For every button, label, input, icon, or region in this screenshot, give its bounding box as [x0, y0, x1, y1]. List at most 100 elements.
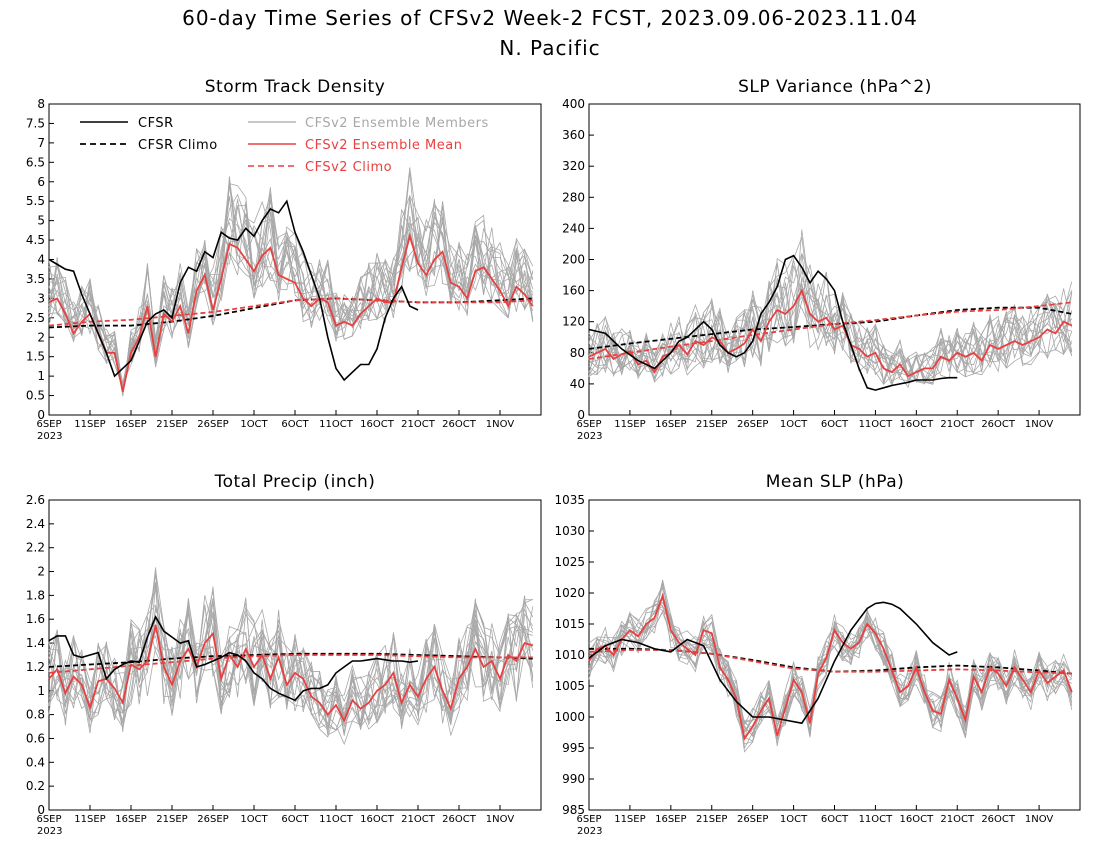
x-tick-label: 21OCT [401, 814, 436, 825]
x-tick-label: 26OCT [442, 814, 477, 825]
x-year-label: 2023 [577, 826, 602, 837]
x-tick-label: 11SEP [614, 814, 645, 825]
y-tick-label: 280 [562, 190, 585, 204]
y-tick-label: 7 [37, 136, 45, 150]
y-tick-label: 2 [37, 330, 45, 344]
x-tick-label: 16OCT [899, 814, 934, 825]
y-tick-label: 2.6 [26, 493, 45, 507]
x-tick-label: 26SEP [197, 419, 228, 430]
x-year-label: 2023 [37, 826, 62, 837]
ensemble-member-line [48, 193, 534, 387]
y-tick-label: 3.5 [26, 272, 45, 286]
legend-label-cfsv2-climo: CFSv2 Climo [305, 160, 392, 175]
y-tick-label: 2.2 [26, 541, 45, 555]
y-tick-label: 40 [570, 377, 585, 391]
ensemble-member-line [48, 199, 534, 385]
ensemble-member-line [48, 199, 534, 393]
x-tick-label: 16SEP [115, 814, 146, 825]
cfsv2-climo-line [588, 649, 1072, 675]
ensemble-member-line [48, 198, 534, 388]
y-tick-label: 1010 [554, 648, 585, 662]
x-tick-label: 21SEP [156, 419, 187, 430]
legend-label-members: CFSv2 Ensemble Members [305, 116, 489, 131]
cfsr-climo-line [48, 652, 533, 668]
x-tick-label: 16SEP [115, 419, 146, 430]
cfsr-line [588, 254, 958, 391]
y-tick-label: 1005 [554, 679, 585, 693]
x-tick-label: 6OCT [281, 419, 309, 430]
y-tick-label: 1.2 [26, 660, 45, 674]
x-tick-label: 16SEP [655, 814, 686, 825]
y-tick-label: 1 [37, 684, 45, 698]
ensemble-member-line [588, 283, 1073, 378]
x-tick-label: 21OCT [940, 419, 975, 430]
ensemble-mean-line [48, 232, 534, 392]
x-tick-label: 21SEP [696, 814, 727, 825]
y-tick-label: 360 [562, 128, 585, 142]
y-tick-label: 6.5 [26, 155, 45, 169]
x-year-label: 2023 [37, 431, 62, 442]
y-tick-label: 2 [37, 565, 45, 579]
ensemble-member-line [48, 197, 534, 397]
x-tick-label: 6OCT [281, 814, 309, 825]
y-tick-label: 4 [37, 253, 45, 267]
x-tick-label: 16SEP [655, 419, 686, 430]
ensemble-mean-line [48, 624, 534, 723]
panel-slp-variance: 0 40 80 120 160 200 240 280 320 360 400 6SEP 11SEP 16… [562, 77, 1081, 442]
ensemble-member-line [48, 193, 534, 389]
ensemble-member-line [48, 176, 534, 394]
cfsr-line [48, 199, 419, 382]
cfsr-climo-line [588, 306, 1072, 350]
y-tick-label: 3 [37, 291, 45, 305]
y-tick-label: 0.6 [26, 731, 45, 745]
y-tick-label: 0.5 [26, 389, 45, 403]
y-tick-label: 1030 [554, 524, 585, 538]
ensemble-member-line [48, 567, 534, 731]
x-tick-label: 11SEP [614, 419, 645, 430]
ensemble-member-line [588, 257, 1073, 375]
y-tick-label: 4.5 [26, 233, 45, 247]
x-tick-label: 6SEP [576, 814, 601, 825]
x-tick-label: 26SEP [737, 814, 768, 825]
x-tick-label: 6OCT [821, 419, 849, 430]
y-tick-label: 1020 [554, 586, 585, 600]
y-tick-label: 2.5 [26, 311, 45, 325]
cfsr-line [588, 601, 958, 725]
legend-label-cfsr-climo: CFSR Climo [138, 138, 218, 153]
y-tick-label: 80 [570, 346, 585, 360]
y-tick-label: 995 [562, 741, 585, 755]
y-tick-label: 8 [37, 97, 45, 111]
y-tick-label: 1035 [554, 493, 585, 507]
x-tick-label: 26OCT [442, 419, 477, 430]
legend: CFSR CFSR Climo CFSv2 Ensemble Members C… [80, 116, 489, 175]
x-tick-label: 1OCT [780, 814, 808, 825]
ensemble-member-line [48, 608, 534, 746]
y-tick-label: 985 [562, 803, 585, 817]
x-tick-label: 1OCT [240, 419, 268, 430]
y-tick-label: 5.5 [26, 194, 45, 208]
cfsv2-climo-line [588, 301, 1072, 360]
ensemble-member-line [48, 199, 534, 389]
panel-title-storm-track: Storm Track Density [205, 77, 386, 97]
y-tick-label: 0 [577, 408, 585, 422]
y-tick-label: 5 [37, 214, 45, 228]
x-tick-label: 6SEP [36, 814, 61, 825]
y-tick-label: 0.2 [26, 779, 45, 793]
y-tick-label: 1.6 [26, 612, 45, 626]
y-tick-label: 0 [37, 803, 45, 817]
plot-frame [588, 499, 1081, 811]
ensemble-member-line [588, 260, 1073, 389]
figure-title-line2: N. Pacific [499, 36, 600, 60]
y-tick-label: 120 [562, 315, 585, 329]
panel-title-slp-variance: SLP Variance (hPa^2) [738, 77, 932, 97]
y-tick-label: 1000 [554, 710, 585, 724]
ensemble-mean-line [588, 593, 1073, 742]
x-tick-label: 1OCT [240, 814, 268, 825]
panel-mean-slp: 985 990 995 1000 1005 1010 1015 1020 1025 1030 103… [554, 472, 1081, 837]
x-tick-label: 16OCT [360, 419, 395, 430]
y-tick-label: 320 [562, 159, 585, 173]
panel-title-total-precip: Total Precip (inch) [214, 472, 376, 492]
y-tick-label: 400 [562, 97, 585, 111]
x-tick-label: 26OCT [981, 814, 1016, 825]
